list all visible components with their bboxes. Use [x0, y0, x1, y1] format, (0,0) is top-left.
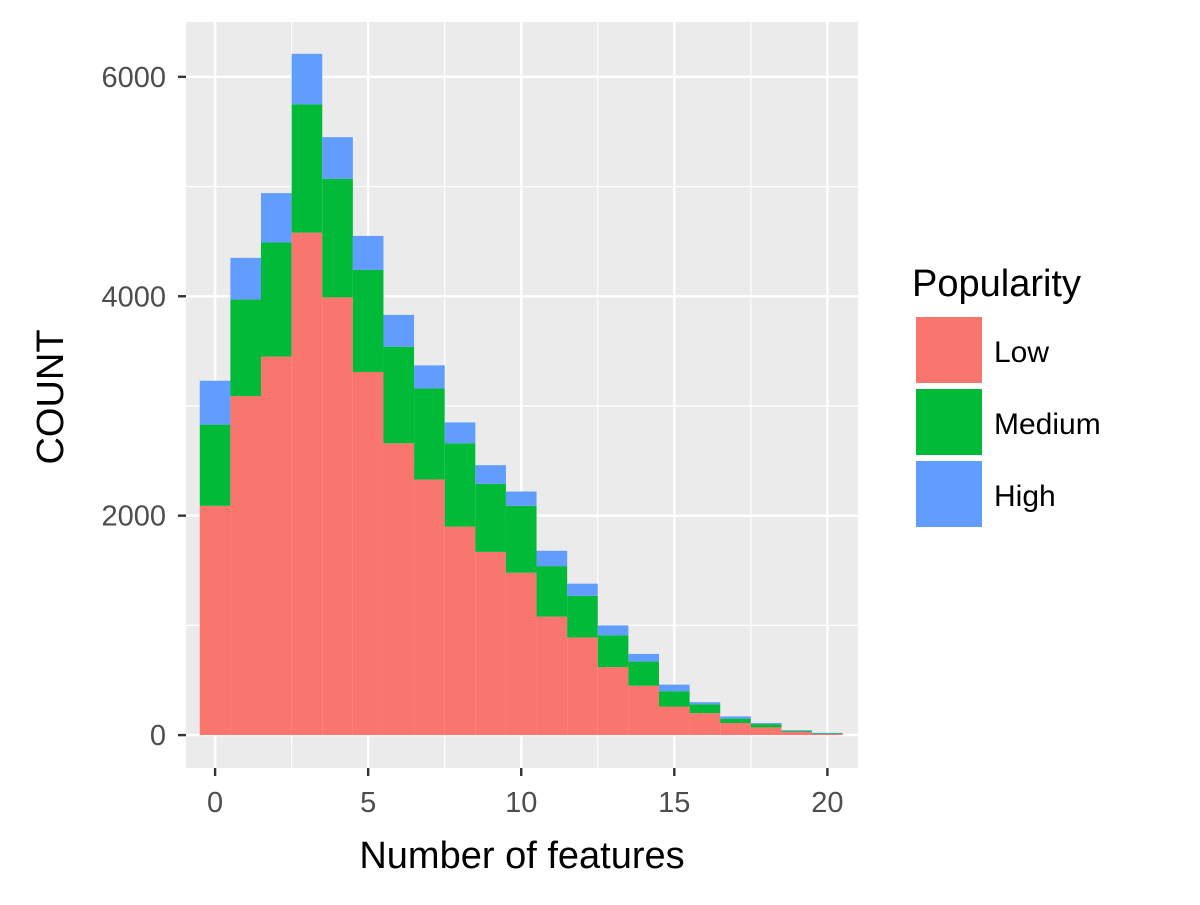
bar-medium-14 [628, 661, 660, 686]
bar-low-15 [659, 706, 690, 736]
bar-low-2 [261, 356, 292, 736]
bar-low-12 [567, 637, 598, 736]
bar-high-15 [659, 684, 690, 692]
x-tick-label: 15 [658, 787, 690, 819]
bar-high-0 [199, 380, 231, 425]
bar-high-10 [505, 491, 537, 506]
bar-low-9 [475, 551, 506, 736]
bar-low-10 [505, 572, 537, 736]
bar-low-6 [383, 443, 415, 736]
bar-low-16 [689, 713, 721, 736]
x-tick-label: 20 [811, 787, 843, 819]
bar-high-3 [291, 53, 323, 105]
bar-low-17 [720, 723, 751, 736]
legend-swatch-high [916, 461, 982, 527]
bar-medium-3 [291, 104, 323, 233]
legend-title: Popularity [912, 263, 1081, 305]
legend-swatch-medium [916, 389, 982, 455]
bar-medium-15 [659, 691, 690, 707]
legend-label-medium: Medium [994, 408, 1101, 441]
bar-high-13 [597, 625, 629, 636]
bar-low-0 [199, 505, 231, 736]
bar-high-5 [352, 235, 384, 270]
bar-high-18 [750, 723, 782, 725]
bar-low-13 [597, 667, 629, 736]
legend-items: Low Medium High [916, 317, 1101, 527]
bar-low-3 [291, 232, 323, 736]
axis-ticks [178, 75, 829, 776]
bar-high-12 [567, 583, 598, 596]
bar-low-8 [444, 526, 476, 736]
bar-high-7 [414, 365, 445, 389]
y-tick-label: 4000 [101, 281, 166, 313]
x-axis-title: Number of features [359, 835, 684, 877]
legend-swatch-low [916, 317, 982, 383]
bar-medium-16 [689, 704, 721, 714]
y-axis-title: COUNT [30, 329, 72, 464]
bar-low-1 [230, 396, 262, 736]
y-tick-label: 2000 [101, 501, 166, 533]
bar-low-11 [536, 616, 568, 736]
bar-medium-6 [383, 346, 415, 444]
bar-medium-0 [199, 424, 231, 506]
bar-high-16 [689, 702, 721, 705]
bar-low-18 [750, 727, 782, 736]
bar-low-19 [781, 731, 813, 736]
x-tick-label: 5 [360, 787, 376, 819]
bar-medium-18 [750, 724, 782, 728]
bar-medium-17 [720, 718, 751, 724]
bar-high-19 [781, 730, 813, 731]
bar-low-5 [352, 371, 384, 736]
bar-high-9 [475, 465, 506, 484]
bar-medium-13 [597, 635, 629, 668]
legend: Popularity Low Medium High [912, 263, 1101, 527]
bar-medium-19 [781, 730, 813, 732]
bar-medium-4 [322, 178, 353, 298]
tick-labels: 0 5 10 15 20 0 2000 4000 6000 [101, 62, 843, 819]
bar-low-7 [414, 479, 445, 736]
bar-medium-7 [414, 388, 445, 480]
bar-low-20 [812, 733, 843, 736]
legend-label-high: High [994, 480, 1056, 513]
bar-medium-12 [567, 595, 598, 638]
bar-high-17 [720, 716, 751, 719]
bar-low-14 [628, 685, 660, 736]
bar-medium-9 [475, 483, 506, 552]
bar-medium-20 [812, 733, 843, 734]
bar-low-4 [322, 297, 353, 736]
bar-medium-5 [352, 269, 384, 372]
legend-label-low: Low [994, 336, 1049, 369]
bar-high-11 [536, 550, 568, 567]
bar-medium-10 [505, 505, 537, 573]
bar-high-2 [261, 193, 292, 243]
bar-high-6 [383, 314, 415, 347]
bar-high-20 [812, 732, 843, 734]
bar-medium-11 [536, 566, 568, 617]
bars [199, 53, 843, 736]
y-tick-label: 0 [150, 720, 166, 752]
x-tick-label: 0 [207, 787, 223, 819]
y-tick-label: 6000 [101, 62, 166, 94]
bar-medium-2 [261, 242, 292, 357]
bar-high-1 [230, 257, 262, 300]
bar-medium-8 [444, 443, 476, 527]
bar-high-14 [628, 653, 660, 662]
bar-medium-1 [230, 299, 262, 397]
x-tick-label: 10 [505, 787, 537, 819]
bar-high-4 [322, 137, 353, 179]
bar-high-8 [444, 422, 476, 444]
